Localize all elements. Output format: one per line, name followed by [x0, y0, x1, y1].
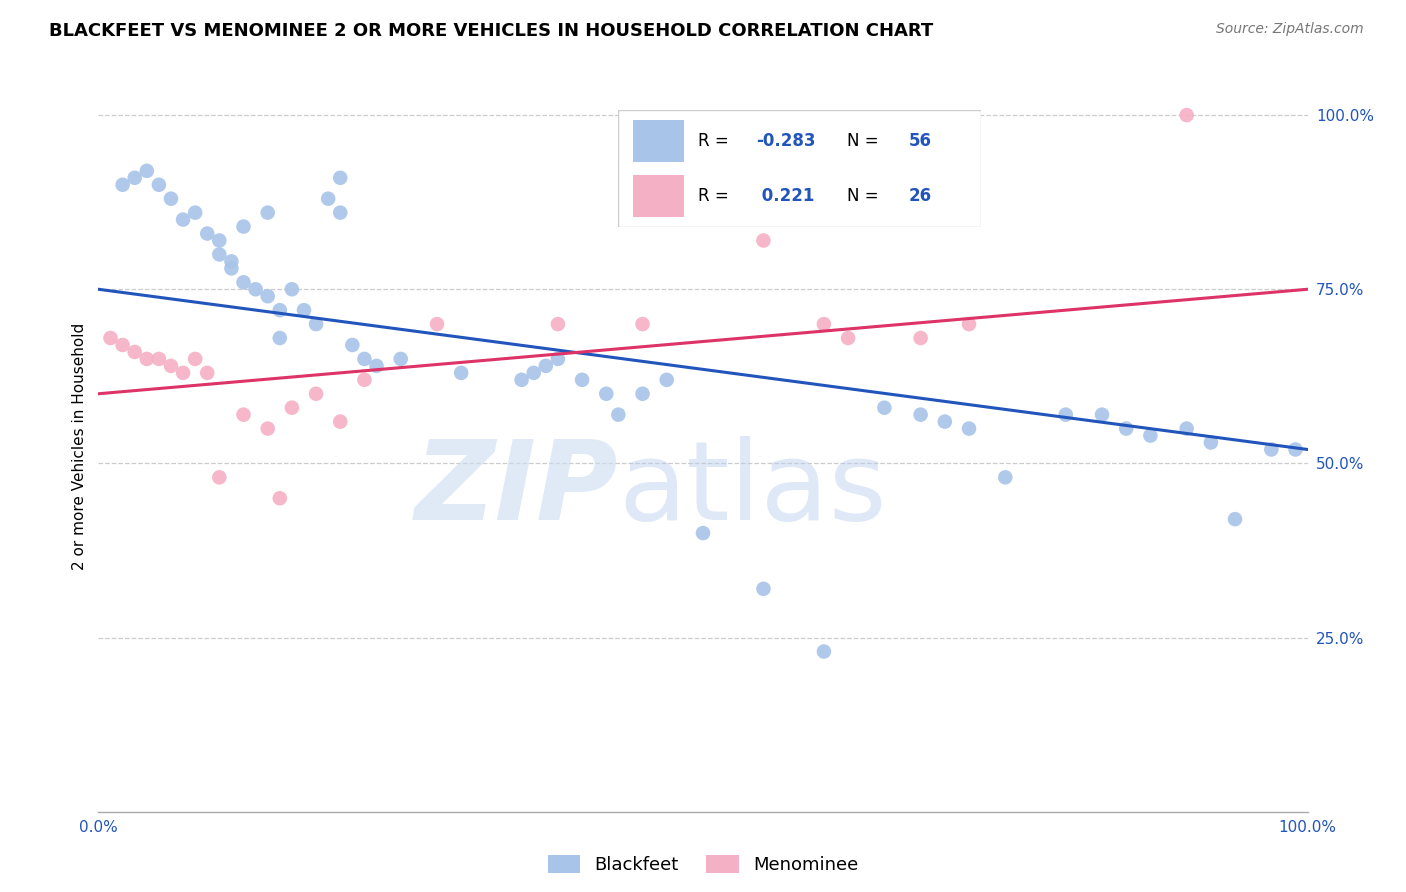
Point	[1223, 512, 1246, 526]
Point	[172, 212, 194, 227]
Point	[329, 170, 352, 185]
Point	[1054, 408, 1077, 422]
Point	[752, 234, 775, 248]
Point	[195, 227, 218, 241]
Text: R =: R =	[699, 132, 728, 150]
Point	[135, 351, 157, 366]
Point	[752, 582, 775, 596]
Point	[329, 415, 352, 429]
Legend: Blackfeet, Menominee: Blackfeet, Menominee	[540, 847, 866, 881]
Point	[389, 351, 412, 366]
Point	[232, 408, 254, 422]
Text: 26: 26	[908, 187, 932, 205]
Text: BLACKFEET VS MENOMINEE 2 OR MORE VEHICLES IN HOUSEHOLD CORRELATION CHART: BLACKFEET VS MENOMINEE 2 OR MORE VEHICLE…	[49, 22, 934, 40]
Point	[292, 303, 315, 318]
Point	[1260, 442, 1282, 457]
Point	[160, 359, 183, 373]
Point	[232, 219, 254, 234]
Point	[111, 338, 134, 352]
Point	[873, 401, 896, 415]
Point	[208, 234, 231, 248]
Point	[342, 338, 364, 352]
Text: R =: R =	[699, 187, 728, 205]
Text: 0.221: 0.221	[756, 187, 814, 205]
Point	[547, 351, 569, 366]
Point	[232, 275, 254, 289]
Point	[426, 317, 449, 331]
Point	[523, 366, 546, 380]
Point	[957, 421, 980, 435]
Point	[221, 254, 243, 268]
Text: ZIP: ZIP	[415, 436, 619, 543]
FancyBboxPatch shape	[633, 120, 683, 162]
Point	[245, 282, 267, 296]
Point	[269, 303, 291, 318]
Point	[269, 491, 291, 506]
Point	[631, 386, 654, 401]
Text: N =: N =	[846, 187, 879, 205]
Point	[910, 331, 932, 345]
FancyBboxPatch shape	[633, 175, 683, 218]
Point	[510, 373, 533, 387]
Y-axis label: 2 or more Vehicles in Household: 2 or more Vehicles in Household	[72, 322, 87, 570]
Point	[957, 317, 980, 331]
Point	[281, 282, 304, 296]
Point	[366, 359, 388, 373]
Point	[256, 421, 278, 435]
Text: atlas: atlas	[619, 436, 887, 543]
Point	[305, 317, 328, 331]
Point	[184, 351, 207, 366]
Point	[1091, 408, 1114, 422]
Point	[329, 205, 352, 219]
Point	[208, 470, 231, 484]
Point	[1175, 108, 1198, 122]
Point	[631, 317, 654, 331]
Point	[195, 366, 218, 380]
Point	[256, 289, 278, 303]
Point	[124, 170, 146, 185]
FancyBboxPatch shape	[619, 110, 981, 227]
Point	[934, 415, 956, 429]
Point	[534, 359, 557, 373]
Point	[172, 366, 194, 380]
Point	[571, 373, 593, 387]
Point	[281, 401, 304, 415]
Point	[837, 331, 859, 345]
Point	[160, 192, 183, 206]
Point	[124, 345, 146, 359]
Point	[184, 205, 207, 219]
Point	[269, 331, 291, 345]
Text: N =: N =	[846, 132, 879, 150]
Text: 56: 56	[908, 132, 932, 150]
Point	[994, 470, 1017, 484]
Point	[353, 373, 375, 387]
Point	[607, 408, 630, 422]
Point	[316, 192, 339, 206]
Point	[135, 164, 157, 178]
Point	[1139, 428, 1161, 442]
Point	[813, 644, 835, 658]
Text: Source: ZipAtlas.com: Source: ZipAtlas.com	[1216, 22, 1364, 37]
Text: -0.283: -0.283	[756, 132, 815, 150]
Point	[595, 386, 617, 401]
Point	[148, 351, 170, 366]
Point	[692, 526, 714, 541]
Point	[221, 261, 243, 276]
Point	[450, 366, 472, 380]
Point	[208, 247, 231, 261]
Point	[353, 351, 375, 366]
Point	[305, 386, 328, 401]
Point	[655, 373, 678, 387]
Point	[1199, 435, 1222, 450]
Point	[256, 205, 278, 219]
Point	[1284, 442, 1306, 457]
Point	[111, 178, 134, 192]
Point	[547, 317, 569, 331]
Point	[1115, 421, 1137, 435]
Point	[910, 408, 932, 422]
Point	[148, 178, 170, 192]
Point	[100, 331, 122, 345]
Point	[1175, 421, 1198, 435]
Point	[813, 317, 835, 331]
